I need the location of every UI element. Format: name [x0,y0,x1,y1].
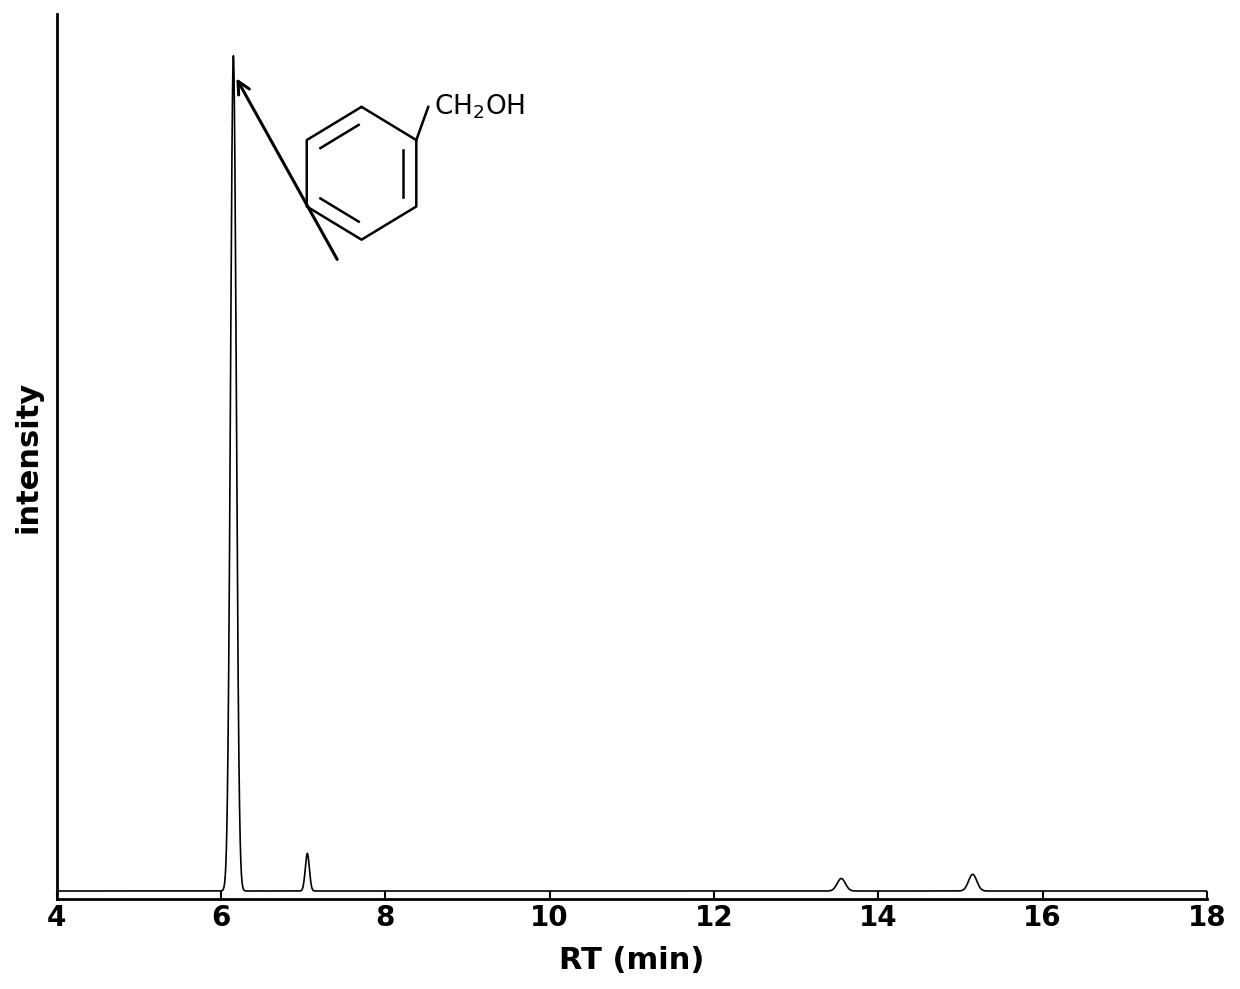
Y-axis label: intensity: intensity [14,381,43,533]
X-axis label: RT (min): RT (min) [559,946,704,975]
Text: $\mathregular{CH_2OH}$: $\mathregular{CH_2OH}$ [434,93,525,121]
